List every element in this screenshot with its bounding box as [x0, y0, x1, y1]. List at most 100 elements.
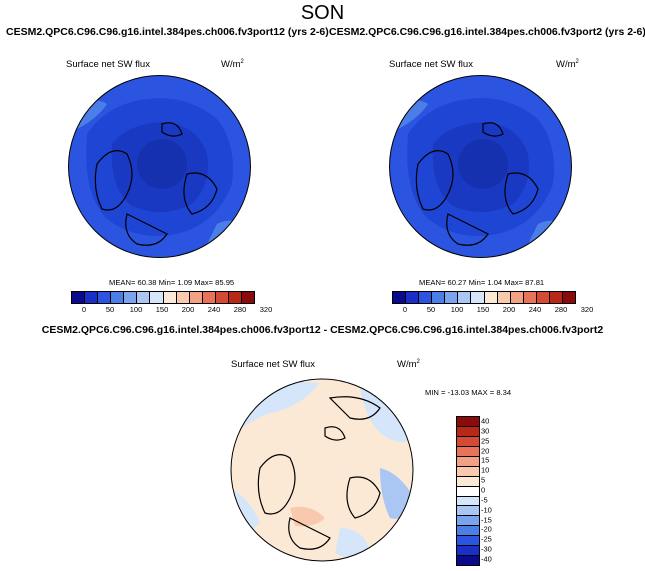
colorbar-swatch [202, 292, 216, 303]
diff-colorbar-swatch [457, 426, 479, 437]
colorbar-swatch [419, 292, 433, 303]
diff-anomaly-patch [290, 506, 325, 527]
colorbar-swatch [471, 292, 485, 303]
right-flux-contour-inner [458, 139, 508, 189]
diff-colorbar-tick-label: -5 [481, 495, 488, 505]
colorbar-tick-label: 150 [476, 305, 490, 314]
right-variable-label: Surface net SW flux [389, 59, 473, 70]
left-case-title: CESM2.QPC6.C96.C96.g16.intel.384pes.ch00… [6, 26, 329, 38]
left-units-label: W/m2 [221, 59, 244, 71]
diff-colorbar-swatch [457, 446, 479, 457]
colorbar-swatch [510, 292, 524, 303]
diff-colorbar-tick-label: 20 [481, 446, 490, 456]
diff-map-border [230, 378, 414, 562]
colorbar-swatch [124, 292, 138, 303]
diff-polar-map [230, 378, 414, 562]
diff-units-label: W/m2 [397, 359, 420, 371]
diff-colorbar-tick-label: 0 [481, 485, 486, 495]
colorbar-swatch [150, 292, 164, 303]
colorbar-tick-label: 0 [402, 305, 408, 314]
diff-colorbar-tick-label: 40 [481, 416, 490, 426]
left-coastlines [94, 122, 218, 246]
colorbar-swatch [85, 292, 99, 303]
colorbar-swatch [549, 292, 564, 303]
diff-colorbar-tick-label: 5 [481, 475, 486, 485]
diff-colorbar-swatch [457, 506, 479, 517]
colorbar-swatch [445, 292, 459, 303]
colorbar-swatch [176, 292, 190, 303]
right-colorbar-ticks: 0 50 100 150 200 240 280 320 [392, 305, 593, 315]
colorbar-tick-label: 240 [528, 305, 542, 314]
diff-colorbar-swatch [457, 456, 479, 467]
colorbar-swatch [563, 292, 576, 303]
diff-colorbar-tick-label: 15 [481, 455, 490, 465]
left-map-border [68, 75, 251, 258]
colorbar-swatch [163, 292, 177, 303]
diff-colorbar-tick-label: -40 [481, 554, 492, 564]
right-coastlines [415, 122, 539, 246]
diff-colorbar-tick-label: -20 [481, 524, 492, 534]
diff-colorbar-swatch [457, 526, 479, 537]
colorbar-swatch [189, 292, 203, 303]
colorbar-swatch [393, 292, 407, 303]
diff-anomaly-patch [335, 528, 370, 558]
left-polar-map [68, 75, 251, 258]
diff-colorbar-tick-label: 30 [481, 426, 490, 436]
diff-title: CESM2.QPC6.C96.C96.g16.intel.384pes.ch00… [41, 324, 604, 336]
diff-colorbar-tick-label: -30 [481, 544, 492, 554]
diff-colorbar-tick-label: -25 [481, 534, 492, 544]
diff-anomaly-patch [360, 388, 413, 442]
left-colorbar-ticks: 0 50 100 150 200 240 280 320 [71, 305, 272, 315]
diff-colorbar-swatch [457, 417, 479, 427]
left-variable-label: Surface net SW flux [66, 59, 150, 70]
colorbar-tick-label: 0 [81, 305, 87, 314]
diff-colorbar-swatch [457, 516, 479, 527]
diff-colorbar-swatch [457, 486, 479, 497]
diff-stats: MIN = -13.03 MAX = 8.34 [425, 388, 512, 397]
colorbar-swatch [432, 292, 446, 303]
diff-variable-label: Surface net SW flux [231, 359, 315, 370]
colorbar-tick-label: 200 [181, 305, 195, 314]
diff-colorbar [456, 416, 480, 566]
colorbar-swatch [137, 292, 151, 303]
right-stats: MEAN= 60.27 Min= 1.04 Max= 87.81 [419, 278, 545, 287]
diff-coastlines [257, 396, 381, 550]
left-stats: MEAN= 60.38 Min= 1.09 Max= 85.95 [109, 278, 235, 287]
colorbar-swatch [406, 292, 420, 303]
left-colorbar [71, 291, 255, 304]
diff-colorbar-swatch [457, 546, 479, 557]
colorbar-swatch [228, 292, 243, 303]
colorbar-swatch [242, 292, 255, 303]
colorbar-swatch [497, 292, 511, 303]
right-map-border [389, 75, 572, 258]
right-case-title: CESM2.QPC6.C96.C96.g16.intel.384pes.ch00… [329, 26, 645, 38]
diff-colorbar-swatch [457, 466, 479, 477]
colorbar-tick-label: 100 [450, 305, 464, 314]
colorbar-tick-label: 240 [207, 305, 221, 314]
diff-colorbar-swatch [457, 436, 479, 447]
diff-colorbar-swatch [457, 536, 479, 547]
colorbar-swatch [72, 292, 86, 303]
diff-colorbar-tick-label: -15 [481, 515, 492, 525]
colorbar-swatch [536, 292, 550, 303]
colorbar-swatch [215, 292, 229, 303]
diff-colorbar-tick-label: 25 [481, 436, 490, 446]
diff-colorbar-ticks: 40 30 25 20 15 10 5 0 -5 -10 -15 -20 -25 -30 -40 [481, 416, 511, 564]
colorbar-swatch [98, 292, 112, 303]
diff-colorbar-swatch [457, 556, 479, 566]
right-colorbar [392, 291, 576, 304]
diff-map-background [231, 379, 413, 561]
colorbar-tick-label: 50 [105, 305, 115, 314]
main-title: SON [300, 2, 345, 24]
diff-colorbar-swatch [457, 476, 479, 487]
colorbar-swatch [458, 292, 472, 303]
colorbar-swatch [484, 292, 498, 303]
colorbar-tick-label: 50 [426, 305, 436, 314]
diff-colorbar-tick-label: -10 [481, 505, 492, 515]
colorbar-tick-label: 200 [502, 305, 516, 314]
colorbar-tick-label: 280 [554, 305, 568, 314]
diff-colorbar-tick-label: 10 [481, 465, 490, 475]
right-units-label: W/m2 [556, 59, 579, 71]
colorbar-tick-label: 100 [129, 305, 143, 314]
colorbar-tick-label: 320 [580, 305, 594, 314]
